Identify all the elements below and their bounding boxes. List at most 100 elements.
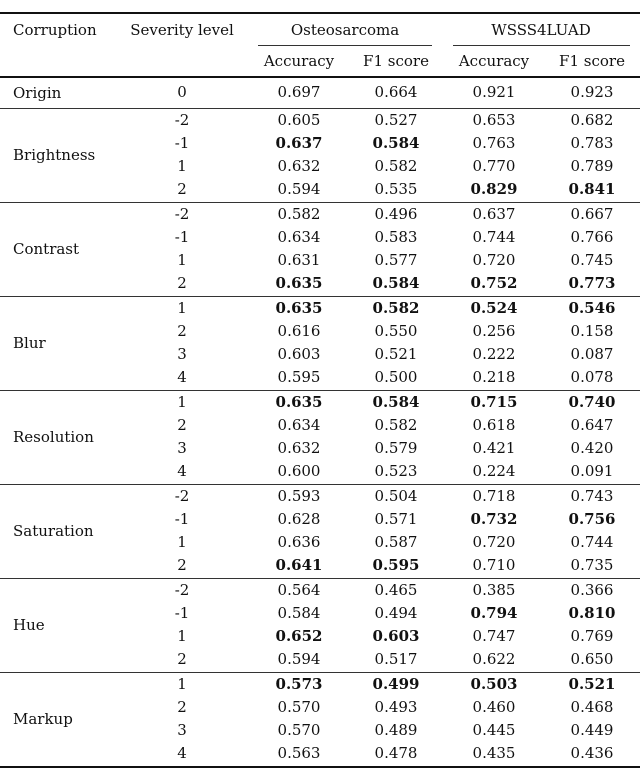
group-rule: [0, 578, 640, 579]
severity-level: 4: [177, 368, 187, 386]
metric-value: 0.635: [275, 299, 323, 317]
metric-value: 0.091: [570, 462, 614, 480]
metric-value: 0.810: [568, 604, 616, 622]
header-corruption: Corruption: [13, 21, 97, 39]
metric-value: 0.158: [570, 322, 614, 340]
metric-value: 0.923: [570, 83, 614, 101]
group-rule: [0, 390, 640, 391]
header-metric: F1 score: [363, 52, 429, 70]
metric-value: 0.571: [374, 510, 418, 528]
metric-value: 0.546: [568, 299, 616, 317]
metric-value: 0.524: [470, 299, 518, 317]
metric-value: 0.743: [570, 487, 614, 505]
metric-value: 0.766: [570, 228, 614, 246]
metric-value: 0.735: [570, 556, 614, 574]
corruption-name: Resolution: [13, 428, 94, 446]
metric-value: 0.634: [277, 228, 321, 246]
metric-value: 0.563: [277, 744, 321, 762]
corruption-name: Hue: [13, 616, 45, 634]
metric-value: 0.715: [470, 393, 518, 411]
metric-value: 0.595: [277, 368, 321, 386]
metric-value: 0.366: [570, 581, 614, 599]
metric-value: 0.449: [570, 721, 614, 739]
metric-value: 0.584: [372, 274, 420, 292]
metric-value: 0.222: [472, 345, 516, 363]
metric-value: 0.527: [374, 111, 418, 129]
metric-value: 0.582: [374, 416, 418, 434]
metric-value: 0.496: [374, 205, 418, 223]
severity-level: 1: [177, 675, 187, 693]
metric-value: 0.634: [277, 416, 321, 434]
metric-value: 0.503: [470, 675, 518, 693]
metric-value: 0.504: [374, 487, 418, 505]
metric-value: 0.637: [472, 205, 516, 223]
group-rule: [0, 672, 640, 673]
metric-value: 0.521: [374, 345, 418, 363]
severity-level: -1: [174, 134, 190, 152]
severity-level: 0: [177, 83, 187, 101]
metric-value: 0.570: [277, 698, 321, 716]
severity-level: 2: [177, 650, 187, 668]
metric-value: 0.494: [374, 604, 418, 622]
metric-value: 0.652: [275, 627, 323, 645]
metric-value: 0.521: [568, 675, 616, 693]
metric-value: 0.744: [472, 228, 516, 246]
header-wsss4luad: WSSS4LUAD: [491, 21, 591, 39]
metric-value: 0.421: [472, 439, 516, 457]
severity-level: -2: [174, 581, 190, 599]
metric-value: 0.763: [472, 134, 516, 152]
header-metric: F1 score: [559, 52, 625, 70]
metric-value: 0.594: [277, 180, 321, 198]
severity-level: 1: [177, 157, 187, 175]
corruption-name: Origin: [13, 83, 62, 102]
metric-value: 0.783: [570, 134, 614, 152]
metric-value: 0.583: [374, 228, 418, 246]
severity-level: 3: [177, 439, 187, 457]
severity-level: 3: [177, 345, 187, 363]
metric-value: 0.600: [277, 462, 321, 480]
metric-value: 0.256: [472, 322, 516, 340]
metric-value: 0.584: [277, 604, 321, 622]
metric-value: 0.740: [568, 393, 616, 411]
metric-value: 0.650: [570, 650, 614, 668]
severity-level: 2: [177, 322, 187, 340]
metric-value: 0.653: [472, 111, 516, 129]
metric-value: 0.841: [568, 180, 616, 198]
metric-value: 0.584: [372, 134, 420, 152]
severity-level: 3: [177, 721, 187, 739]
metric-value: 0.682: [570, 111, 614, 129]
metric-value: 0.829: [470, 180, 518, 198]
group-rule: [0, 108, 640, 109]
metric-value: 0.582: [374, 157, 418, 175]
severity-level: 1: [177, 299, 187, 317]
metric-value: 0.224: [472, 462, 516, 480]
metric-value: 0.570: [277, 721, 321, 739]
metric-value: 0.587: [374, 533, 418, 551]
metric-value: 0.436: [570, 744, 614, 762]
header-osteosarcoma: Osteosarcoma: [290, 21, 400, 39]
corruption-name: Blur: [13, 334, 46, 352]
severity-level: 4: [177, 744, 187, 762]
metric-value: 0.595: [372, 556, 420, 574]
metric-value: 0.752: [470, 274, 518, 292]
metric-value: 0.087: [570, 345, 614, 363]
metric-value: 0.773: [568, 274, 616, 292]
cmidrule-osteosarcoma: [258, 45, 432, 46]
metric-value: 0.789: [570, 157, 614, 175]
metric-value: 0.582: [277, 205, 321, 223]
severity-level: 2: [177, 416, 187, 434]
metric-value: 0.577: [374, 251, 418, 269]
corruption-name: Brightness: [13, 146, 96, 164]
metric-value: 0.594: [277, 650, 321, 668]
metric-value: 0.550: [374, 322, 418, 340]
metric-value: 0.718: [472, 487, 516, 505]
metric-value: 0.523: [374, 462, 418, 480]
metric-value: 0.622: [472, 650, 516, 668]
metric-value: 0.605: [277, 111, 321, 129]
metric-value: 0.579: [374, 439, 418, 457]
group-rule: [0, 296, 640, 297]
metric-value: 0.635: [275, 393, 323, 411]
metric-value: 0.618: [472, 416, 516, 434]
metric-value: 0.420: [570, 439, 614, 457]
metric-value: 0.637: [275, 134, 323, 152]
